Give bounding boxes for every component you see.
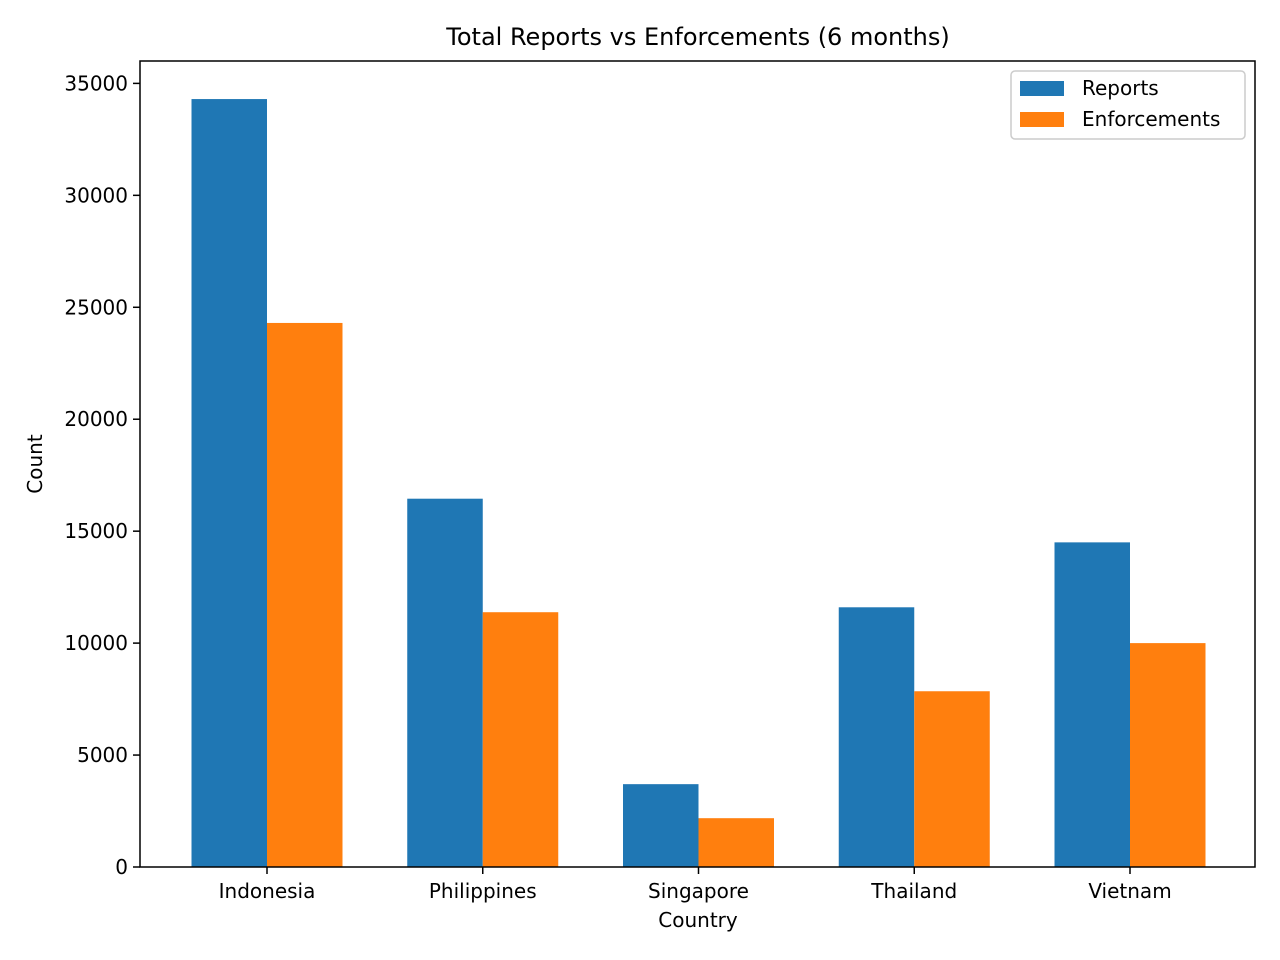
x-axis-ticks: Indonesia Philippines Singapore Thailand Vie… [219, 867, 1172, 903]
bars-layer [191, 99, 1206, 868]
legend-frame [1010, 70, 1246, 140]
y-tick-label-10000: 10000 [64, 631, 128, 655]
x-tick-label-vietnam: Vietnam [1088, 879, 1171, 903]
bar-enforcements-singapore [698, 818, 774, 867]
y-tick-label-15000: 15000 [64, 519, 128, 543]
x-tick-label-thailand: Thailand [870, 879, 957, 903]
y-axis-label: Count [23, 434, 47, 494]
legend-swatch-reports [1020, 81, 1064, 96]
legend: Reports Enforcements [1010, 70, 1246, 140]
bar-reports-indonesia [191, 99, 267, 868]
bar-enforcements-thailand [914, 691, 990, 867]
bar-enforcements-vietnam [1130, 643, 1206, 867]
y-tick-label-25000: 25000 [64, 295, 128, 319]
x-axis-label: Country [658, 908, 738, 932]
y-tick-label-5000: 5000 [77, 743, 128, 767]
plot-area-frame [139, 60, 1256, 868]
y-tick-label-35000: 35000 [64, 71, 128, 95]
bar-reports-thailand [838, 607, 915, 867]
bar-reports-vietnam [1054, 542, 1130, 867]
legend-swatch-enforcements [1020, 112, 1064, 127]
y-axis-ticks: 0 5000 10000 15000 20000 25000 30000 35000 [64, 71, 140, 879]
bar-enforcements-philippines [482, 612, 559, 867]
x-tick-label-singapore: Singapore [648, 879, 749, 903]
x-tick-label-indonesia: Indonesia [219, 879, 316, 903]
y-tick-label-30000: 30000 [64, 183, 128, 207]
y-tick-label-0: 0 [115, 855, 128, 879]
bar-reports-philippines [407, 498, 483, 867]
legend-label-enforcements: Enforcements [1082, 107, 1220, 131]
chart-title: Total Reports vs Enforcements (6 months) [445, 23, 949, 51]
bar-reports-singapore [623, 784, 699, 867]
x-tick-label-philippines: Philippines [429, 879, 537, 903]
legend-label-reports: Reports [1082, 76, 1159, 100]
bar-enforcements-indonesia [267, 322, 343, 867]
y-tick-label-20000: 20000 [64, 407, 128, 431]
